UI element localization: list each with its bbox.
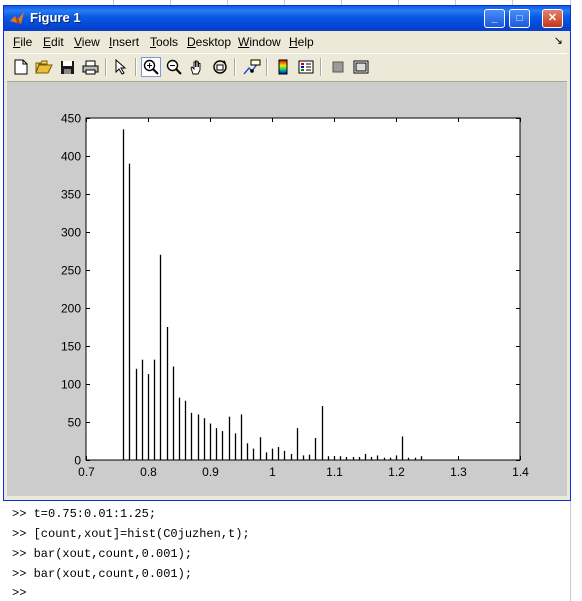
zoom-out-icon[interactable] [164,57,184,77]
x-tick-label: 1.4 [512,465,529,479]
y-tick-label: 350 [61,188,81,202]
y-tick-label: 0 [74,454,81,468]
save-icon[interactable] [57,57,77,77]
x-tick-label: 1.1 [326,465,343,479]
maximize-button[interactable]: □ [509,9,530,28]
x-tick-label: 0.7 [78,465,95,479]
menu-tools[interactable]: Tools [150,35,179,49]
figure-canvas[interactable]: 0 50 100 150 200 250 300 350 400 450 0.7 0.8 0.9 1 1.1… [7,82,567,496]
y-tick-label: 400 [61,150,81,164]
command-prompt[interactable]: >> [12,586,27,600]
edit-plot-icon[interactable] [111,57,131,77]
close-button[interactable]: ✕ [542,9,563,28]
y-tick-label: 300 [61,226,81,240]
menu-insert[interactable]: Insert [109,35,140,49]
x-tick-label: 1.2 [388,465,405,479]
x-tick-label: 0.9 [202,465,219,479]
y-tick-label: 50 [68,416,82,430]
rotate-3d-icon[interactable] [210,57,230,77]
background-gridlines [0,0,582,6]
figure-window: Figure 1 _ □ ✕ File Edit View Insert Too… [3,5,571,501]
open-file-icon[interactable] [34,57,54,77]
title-bar[interactable]: Figure 1 _ □ ✕ [4,6,570,31]
x-tick-label: 0.8 [140,465,157,479]
y-tick-label: 250 [61,264,81,278]
command-line: >> t=0.75:0.01:1.25; [12,507,157,521]
matlab-logo-icon [10,12,24,24]
plot-axes [85,117,521,461]
print-icon[interactable] [80,57,100,77]
dock-arrow-icon[interactable]: ↘ [553,35,563,47]
y-tick-label: 150 [61,340,81,354]
menu-window[interactable]: Window [238,35,281,49]
y-tick-label: 450 [61,112,81,126]
command-line: >> bar(xout,count,0.001); [12,547,193,561]
menu-bar: File Edit View Insert Tools Desktop Wind… [7,32,567,52]
menu-file[interactable]: File [13,35,33,49]
minimize-button[interactable]: _ [484,9,505,28]
pan-icon[interactable] [187,57,207,77]
data-cursor-icon[interactable] [242,57,262,77]
y-tick-label: 100 [61,378,81,392]
x-tick-label: 1 [269,465,276,479]
menu-edit[interactable]: Edit [43,35,64,49]
zoom-in-icon[interactable] [141,57,161,77]
window-title: Figure 1 [30,10,81,25]
figure-toolbar [7,53,567,82]
menu-view[interactable]: View [74,35,100,49]
new-figure-icon[interactable] [11,57,31,77]
insert-legend-icon[interactable] [296,57,316,77]
command-line: >> [count,xout]=hist(C0juzhen,t); [12,527,250,541]
background-spreadsheet-edge [570,0,582,601]
menu-help[interactable]: Help [289,35,314,49]
hide-plot-tools-icon[interactable] [328,57,348,77]
menu-desktop[interactable]: Desktop [187,35,232,49]
y-tick-label: 200 [61,302,81,316]
command-line: >> bar(xout,count,0.001); [12,567,193,581]
bar-chart[interactable]: 0 50 100 150 200 250 300 350 400 450 0.7 0.8 0.9 1 1.1… [7,82,567,496]
insert-colorbar-icon[interactable] [273,57,293,77]
x-tick-label: 1.3 [450,465,467,479]
command-window[interactable]: >> t=0.75:0.01:1.25; >> [count,xout]=his… [0,502,570,601]
show-plot-tools-icon[interactable] [351,57,371,77]
